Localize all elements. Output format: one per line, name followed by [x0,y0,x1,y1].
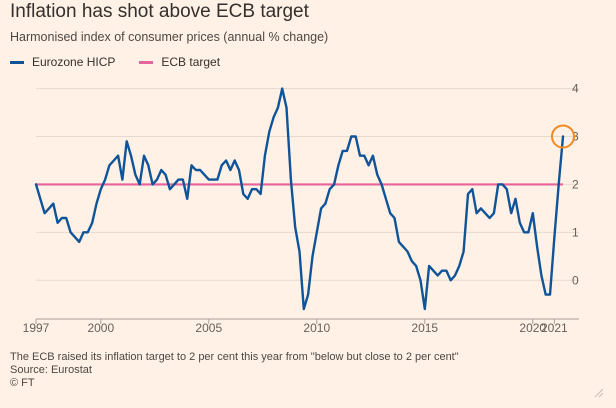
y-tick-label-1: 1 [572,225,579,239]
highlight-latest-point [551,124,575,149]
y-tick-label-0: 0 [572,273,579,287]
legend-swatch-hicp [10,60,24,64]
x-tick-label-2000: 2000 [87,321,114,335]
legend-label-hicp: Eurozone HICP [32,55,116,69]
x-tick-label-1997: 1997 [23,321,50,335]
legend-label-target: ECB target [161,55,221,69]
y-tick-label-2: 2 [572,177,579,191]
x-tick-label-2020: 2020 [519,321,546,335]
y-tick-label-4: 4 [572,82,579,96]
legend-item-target: ECB target [139,55,220,69]
footer: The ECB raised its inflation target to 2… [10,351,459,390]
resize-handle-icon [594,388,604,398]
footer-credit: © FT [10,377,35,389]
chart-subtitle: Harmonised index of consumer prices (ann… [10,30,329,44]
footer-note: The ECB raised its inflation target to 2… [10,351,459,363]
legend: Eurozone HICP ECB target [10,55,220,69]
x-tick-label-2015: 2015 [411,321,438,335]
chart-title: Inflation has shot above ECB target [10,1,309,22]
legend-item-hicp: Eurozone HICP [10,55,115,69]
x-tick-label-2021: 2021 [541,321,568,335]
x-tick-label-2005: 2005 [195,321,222,335]
x-tick-label-2010: 2010 [303,321,330,335]
footer-source: Source: Eurostat [10,364,92,376]
legend-swatch-target [139,60,154,64]
series-line-eurozone-hicp [34,87,565,311]
y-tick-label-3: 3 [572,130,579,144]
